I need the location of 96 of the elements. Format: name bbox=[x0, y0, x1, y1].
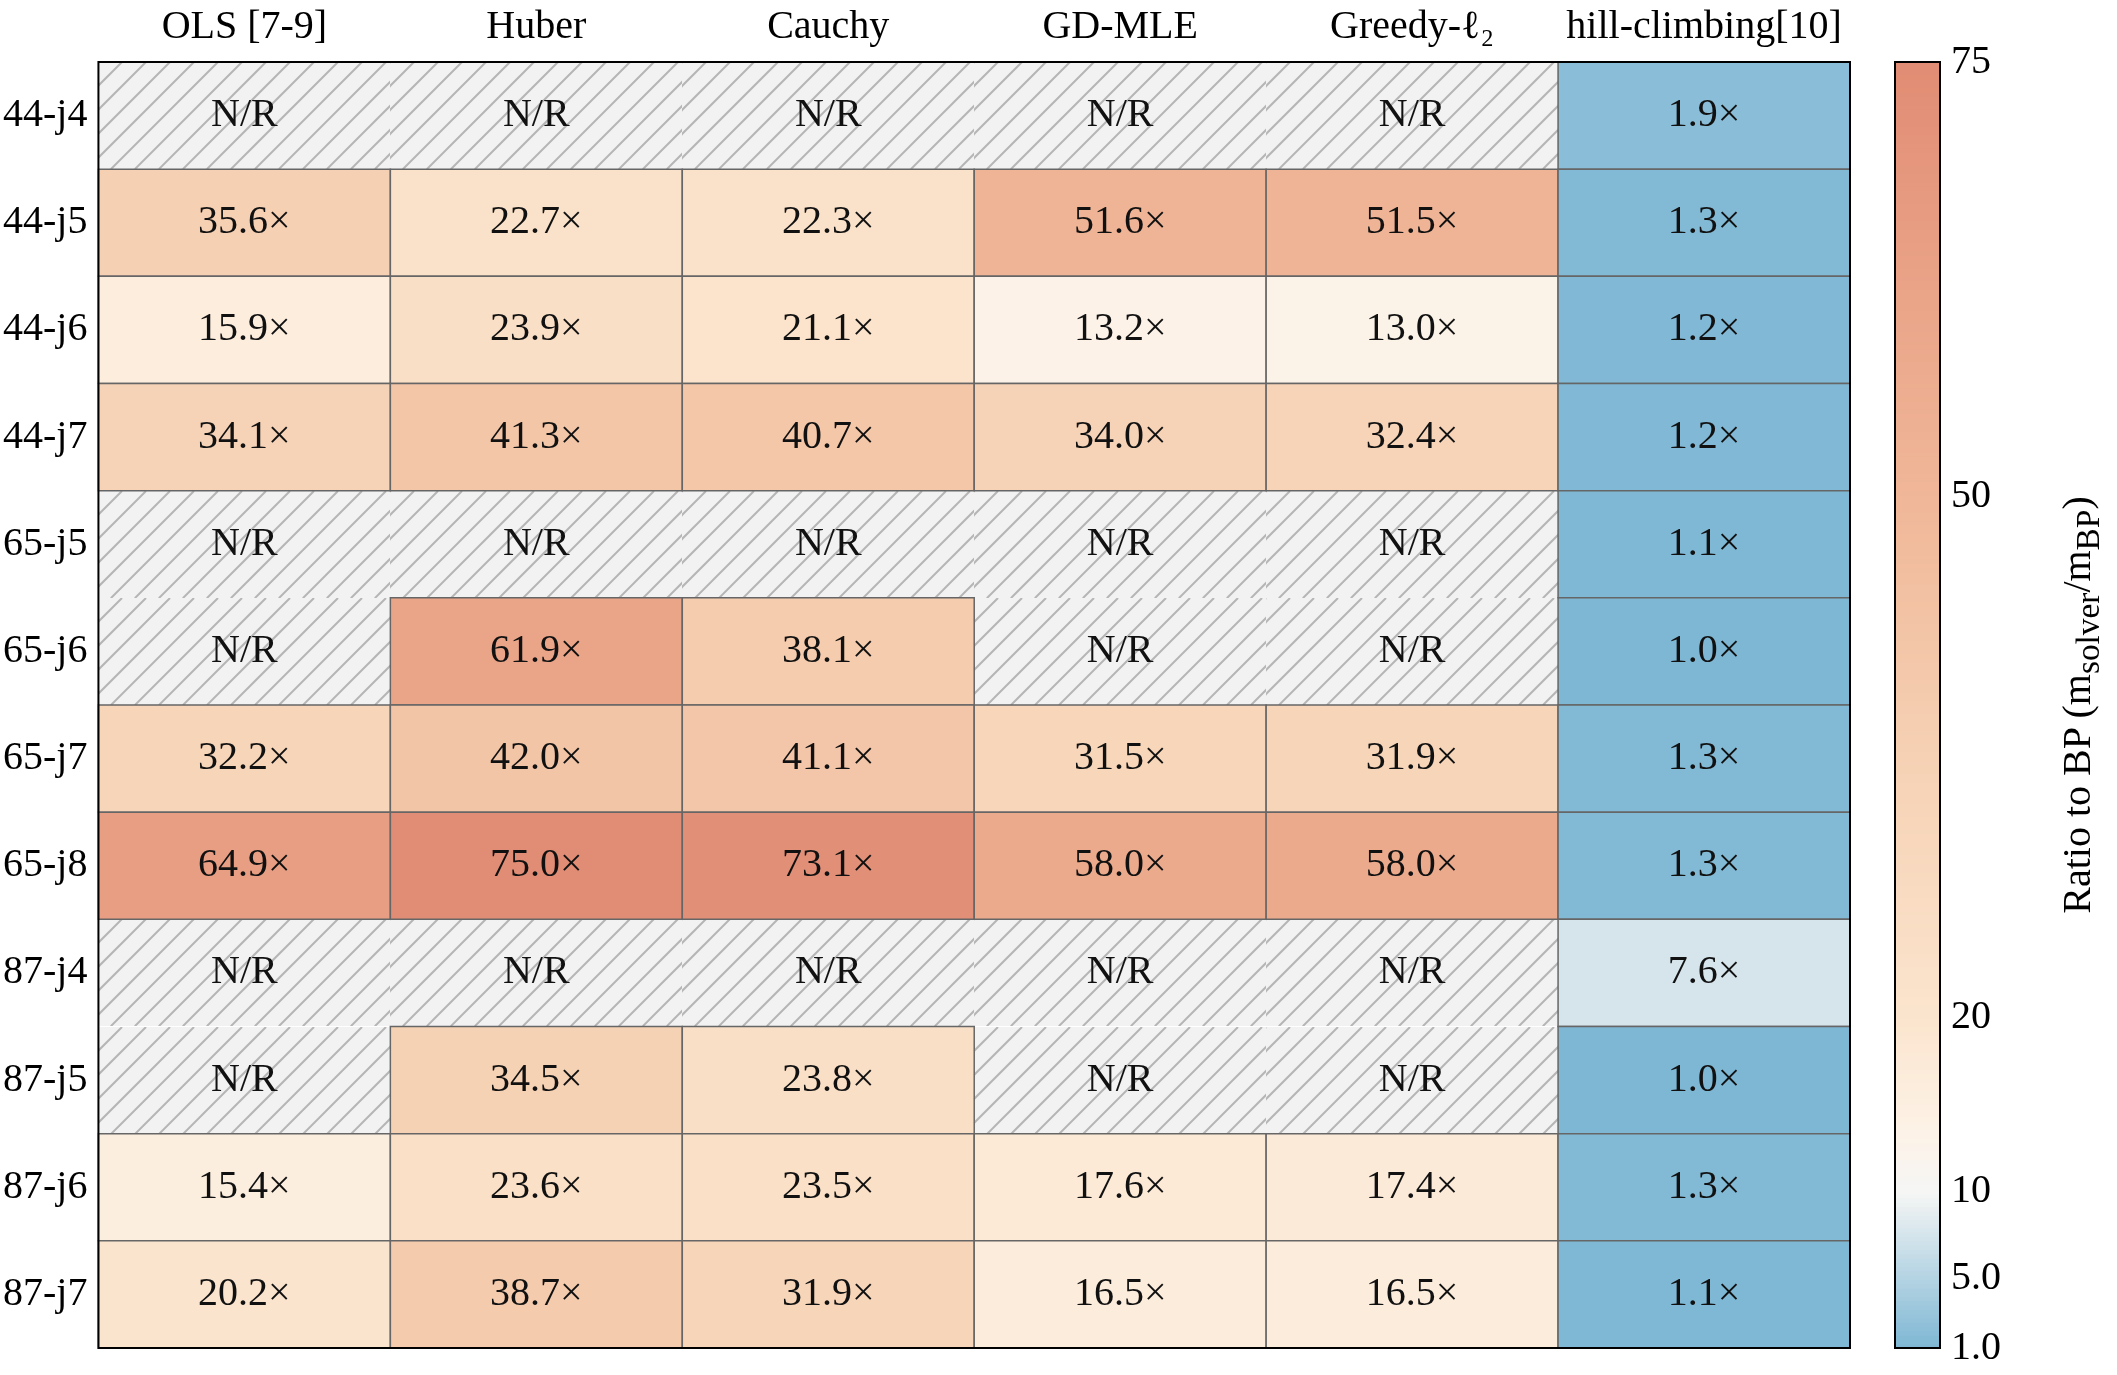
data-label: 41.3× bbox=[490, 411, 583, 457]
data-label: 1.1× bbox=[1667, 1268, 1741, 1314]
data-label: 17.4× bbox=[1365, 1161, 1459, 1207]
data-label: 35.6× bbox=[198, 197, 291, 243]
data-label: 1.2× bbox=[1667, 411, 1741, 457]
data-label: 1.2× bbox=[1667, 304, 1741, 350]
text: N/R bbox=[1086, 1054, 1154, 1100]
data-label: 1.1× bbox=[1667, 518, 1741, 564]
data-label: 16.5× bbox=[1073, 1268, 1167, 1314]
text: N/R bbox=[1378, 947, 1446, 993]
text: N/R bbox=[794, 518, 862, 564]
data-label: 20.2× bbox=[198, 1268, 291, 1314]
data-label: 23.5× bbox=[781, 1161, 875, 1207]
data-label: 34.5× bbox=[490, 1054, 583, 1100]
data-label: 23.9× bbox=[490, 304, 583, 350]
data-label: 75.0× bbox=[490, 840, 583, 886]
data-label: 31.9× bbox=[1365, 733, 1459, 779]
y-tick-label: 44-j4 bbox=[3, 90, 88, 136]
data-label: 17.6× bbox=[1073, 1161, 1167, 1207]
data-label: 1.3× bbox=[1667, 1161, 1741, 1207]
data-label: 51.6× bbox=[1073, 197, 1167, 243]
text: N/R bbox=[1086, 518, 1154, 564]
data-label: 34.0× bbox=[1073, 411, 1167, 457]
y-tick-label: 87-j7 bbox=[3, 1268, 88, 1314]
y-tick-label: 87-j5 bbox=[3, 1054, 88, 1100]
data-label: 22.3× bbox=[781, 197, 875, 243]
data-label: 1.0× bbox=[1667, 1054, 1741, 1100]
data-label: 38.7× bbox=[490, 1268, 583, 1314]
data-label: 22.7× bbox=[490, 197, 583, 243]
text: N/R bbox=[502, 90, 570, 136]
text: N/R bbox=[502, 518, 570, 564]
data-label: 51.5× bbox=[1365, 197, 1459, 243]
color-bar-label: 20 bbox=[1951, 992, 1991, 1038]
x-tick-label: Huber bbox=[486, 1, 587, 47]
data-label: 40.7× bbox=[781, 411, 875, 457]
data-label: 34.1× bbox=[198, 411, 291, 457]
data-label: 1.3× bbox=[1667, 840, 1741, 886]
data-label: 38.1× bbox=[781, 625, 875, 671]
color-bar-label: 75 bbox=[1951, 36, 1991, 82]
color-bar-label: 10 bbox=[1951, 1166, 1991, 1212]
data-label: 15.9× bbox=[198, 304, 291, 350]
data-label: 1.3× bbox=[1667, 197, 1741, 243]
y-tick-label: 87-j6 bbox=[3, 1161, 88, 1207]
text: N/R bbox=[211, 518, 278, 564]
data-label: 15.4× bbox=[198, 1161, 291, 1207]
data-label: 32.4× bbox=[1365, 411, 1459, 457]
data-label: 21.1× bbox=[781, 304, 875, 350]
data-label: 64.9× bbox=[198, 840, 291, 886]
text: N/R bbox=[211, 947, 278, 993]
text: N/R bbox=[1378, 1054, 1446, 1100]
data-label: 13.2× bbox=[1073, 304, 1167, 350]
text: N/R bbox=[1378, 625, 1446, 671]
data-label: 58.0× bbox=[1073, 840, 1167, 886]
text: N/R bbox=[1378, 90, 1446, 136]
text: N/R bbox=[211, 1054, 278, 1100]
y-tick-label: 44-j5 bbox=[3, 197, 88, 243]
x-tick-label: OLS [7-9] bbox=[161, 1, 328, 47]
y-tick-label: 44-j6 bbox=[3, 304, 88, 350]
data-label: 31.5× bbox=[1073, 733, 1167, 779]
text: N/R bbox=[1086, 947, 1154, 993]
data-label: 16.5× bbox=[1365, 1268, 1459, 1314]
y-tick-label: 65-j8 bbox=[3, 840, 88, 886]
text: N/R bbox=[794, 947, 862, 993]
data-label: 23.6× bbox=[490, 1161, 583, 1207]
data-label: 13.0× bbox=[1365, 304, 1459, 350]
text: N/R bbox=[502, 947, 570, 993]
data-label: 32.2× bbox=[198, 733, 291, 779]
data-label: 23.8× bbox=[781, 1054, 875, 1100]
data-label: 1.0× bbox=[1667, 625, 1741, 671]
data-label: 31.9× bbox=[781, 1268, 875, 1314]
text: N/R bbox=[1086, 625, 1154, 671]
text: N/R bbox=[211, 90, 278, 136]
x-tick-label: Greedy-ℓ₂ bbox=[1330, 1, 1495, 47]
y-tick-label: 44-j7 bbox=[3, 411, 88, 457]
y-tick-label: 65-j5 bbox=[3, 518, 88, 564]
data-label: 7.6× bbox=[1667, 947, 1741, 993]
color-bar-label: 5.0 bbox=[1951, 1252, 2001, 1298]
color-bar-label: 1.0 bbox=[1951, 1322, 2001, 1368]
data-label: 73.1× bbox=[781, 840, 875, 886]
y-tick-label: 65-j6 bbox=[3, 625, 88, 671]
y-tick-label: 87-j4 bbox=[3, 947, 88, 993]
data-label: 58.0× bbox=[1365, 840, 1459, 886]
data-label: 1.9× bbox=[1667, 90, 1741, 136]
color-bar-label: 50 bbox=[1951, 470, 1991, 516]
x-tick-label: hill-climbing[10] bbox=[1566, 1, 1842, 47]
data-label: 42.0× bbox=[490, 733, 583, 779]
data-label: 61.9× bbox=[490, 625, 583, 671]
y-tick-label: 65-j7 bbox=[3, 733, 88, 779]
x-tick-label: Cauchy bbox=[767, 1, 890, 47]
data-label: 1.3× bbox=[1667, 733, 1741, 779]
text: N/R bbox=[1378, 518, 1446, 564]
data-label: 41.1× bbox=[781, 733, 875, 779]
text: N/R bbox=[1086, 90, 1154, 136]
x-tick-label: GD-MLE bbox=[1042, 1, 1198, 47]
text: N/R bbox=[211, 625, 278, 671]
text: N/R bbox=[794, 90, 862, 136]
